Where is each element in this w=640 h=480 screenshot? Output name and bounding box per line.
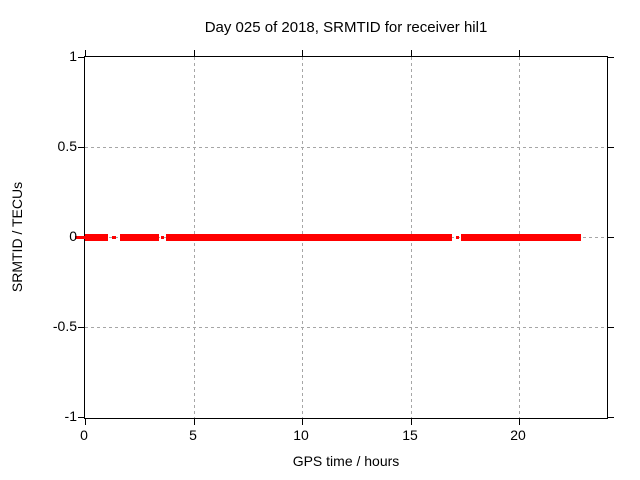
data-series-segment (166, 234, 452, 241)
x-tick-mark (519, 419, 520, 425)
y-tick-mark (608, 417, 614, 418)
gridline-horizontal (85, 327, 607, 328)
x-tick-mark (85, 50, 86, 56)
y-tick-mark (78, 417, 84, 418)
y-tick-mark (78, 147, 84, 148)
x-tick-mark (519, 50, 520, 56)
data-series-thin-segment (456, 236, 459, 239)
x-tick-mark (302, 50, 303, 56)
chart-title: Day 025 of 2018, SRMTID for receiver hil… (204, 19, 488, 36)
data-series-thin-segment (112, 236, 116, 239)
data-series-thin-segment (75, 236, 85, 239)
data-series-thin-segment (161, 236, 164, 239)
y-tick-mark (608, 237, 614, 238)
plot-area (75, 50, 614, 425)
y-tick-label: 1 (69, 48, 77, 64)
x-tick-mark (194, 419, 195, 425)
x-tick-mark (411, 419, 412, 425)
y-tick-label: -1 (64, 408, 77, 424)
x-tick-mark (302, 419, 303, 425)
y-tick-label: 0 (69, 228, 77, 244)
x-tick-label: 20 (510, 427, 526, 443)
data-series-segment (461, 234, 581, 241)
x-tick-mark (194, 50, 195, 56)
data-series-segment (120, 234, 159, 241)
y-tick-label: -0.5 (52, 318, 77, 334)
x-tick-mark (85, 419, 86, 425)
y-tick-mark (78, 57, 84, 58)
x-tick-label: 5 (189, 427, 197, 443)
x-axis-label: GPS time / hours (292, 453, 400, 469)
x-tick-mark (411, 50, 412, 56)
x-tick-label: 10 (293, 427, 309, 443)
gridline-horizontal (85, 147, 607, 148)
y-tick-mark (608, 57, 614, 58)
y-tick-mark (608, 147, 614, 148)
y-tick-mark (608, 327, 614, 328)
x-tick-label: 0 (80, 427, 88, 443)
y-tick-label: 0.5 (57, 138, 77, 154)
x-tick-label: 15 (402, 427, 418, 443)
y-tick-mark (78, 327, 84, 328)
data-series-segment (85, 234, 108, 241)
